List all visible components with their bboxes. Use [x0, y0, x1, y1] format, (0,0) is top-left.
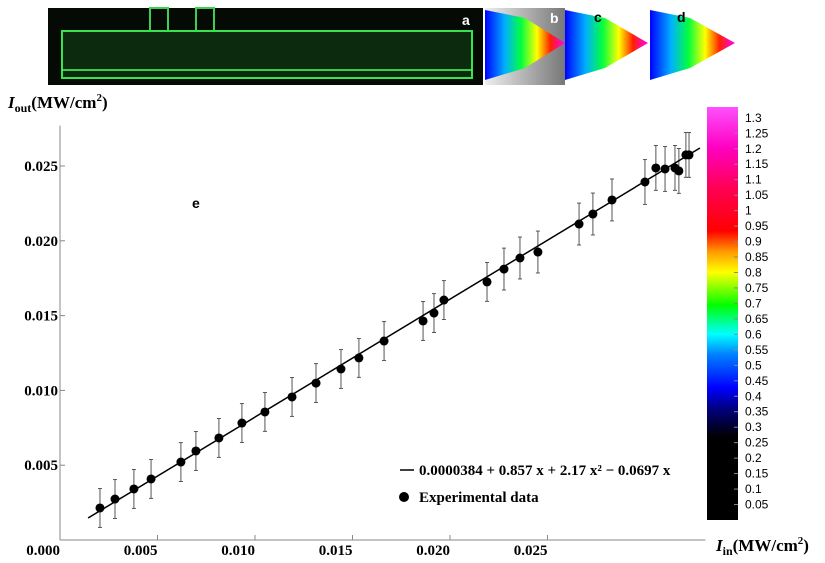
- colorbar-tick-label: 0.5: [745, 358, 762, 372]
- colorbar-tick-label: 0.8: [745, 266, 762, 280]
- colorbar-tick-label: 0.75: [745, 281, 769, 295]
- colorbar-tick-label: 1.05: [745, 188, 769, 202]
- colorbar-tick-label: 0.65: [745, 312, 769, 326]
- colorbar-tick-label: 1.15: [745, 157, 769, 171]
- data-point: [418, 316, 428, 326]
- x-tick-label: 0.005: [124, 543, 158, 559]
- label-part: I: [7, 93, 16, 112]
- fit-line: [87, 147, 701, 519]
- image-c: [565, 10, 648, 80]
- label-part: (MW/cm: [733, 536, 798, 555]
- colorbar-tick-label: 0.15: [745, 467, 769, 481]
- colorbar: [707, 107, 738, 520]
- y-tick-label: 0.025: [24, 159, 58, 175]
- data-point: [191, 446, 201, 456]
- image-a: [48, 7, 483, 85]
- data-point: [499, 264, 509, 274]
- colorbar-tick-label: 1.2: [745, 142, 762, 156]
- panel-label: c: [594, 9, 602, 25]
- panel-label: a: [462, 12, 470, 28]
- data-point: [237, 418, 247, 428]
- legend-label: 0.0000384 + 0.857 x + 2.17 x² − 0.0697 x: [419, 463, 671, 479]
- label-part: ): [803, 536, 809, 555]
- colorbar-tick-label: 1.3: [745, 111, 762, 125]
- label-part: 2: [96, 92, 102, 104]
- colorbar-tick-label: 0.2: [745, 451, 762, 465]
- y-axis-label: Iout(MW/cm2): [7, 92, 108, 115]
- colorbar-tick-label: 0.3: [745, 420, 762, 434]
- colorbar-tick-label: 1.25: [745, 126, 769, 140]
- colorbar-tick-label: 0.25: [745, 436, 769, 450]
- y-tick-label: 0.005: [24, 458, 58, 474]
- image-b: [485, 8, 565, 85]
- colorbar-tick-label: 0.7: [745, 296, 762, 310]
- legend-label: Experimental data: [419, 490, 539, 506]
- data-point: [379, 336, 389, 346]
- x-tick-label: 0.020: [416, 543, 450, 559]
- colorbar-tick-label: 1: [745, 204, 752, 218]
- x-tick-label: 0.025: [514, 543, 548, 559]
- panel-label: d: [677, 9, 686, 25]
- data-point: [287, 392, 297, 402]
- label-part: ): [102, 93, 108, 112]
- colorbar-tick-label: 0.35: [745, 405, 769, 419]
- colorbar-tick-label: 0.05: [745, 498, 769, 512]
- data-point: [651, 163, 661, 173]
- label-part: I: [715, 536, 724, 555]
- x-tick-label: 0.000: [26, 543, 60, 559]
- colorbar-tick-label: 0.45: [745, 374, 769, 388]
- x-axis-label: Iin(MW/cm2): [715, 535, 809, 558]
- label-part: out: [15, 101, 32, 115]
- y-tick-label: 0.010: [24, 383, 58, 399]
- data-point: [533, 247, 543, 257]
- colorbar-tick-label: 1.1: [745, 173, 762, 187]
- colorbar-tick-label: 0.95: [745, 219, 769, 233]
- legend-marker: [399, 492, 409, 502]
- data-point: [482, 277, 492, 287]
- panel-label: e: [192, 195, 200, 211]
- x-tick-label: 0.015: [319, 543, 353, 559]
- data-point: [674, 166, 684, 176]
- label-part: in: [723, 544, 733, 558]
- label-part: 2: [798, 535, 804, 547]
- data-point: [110, 494, 120, 504]
- panel-label: b: [550, 10, 559, 26]
- label-part: (MW/cm: [31, 93, 96, 112]
- y-tick-label: 0.020: [24, 234, 58, 250]
- image-d: [650, 10, 735, 80]
- colorbar-tick-label: 0.1: [745, 482, 762, 496]
- y-tick-label: 0.015: [24, 309, 58, 325]
- x-tick-label: 0.010: [221, 543, 255, 559]
- colorbar-tick-label: 0.85: [745, 250, 769, 264]
- colorbar-tick-label: 0.4: [745, 389, 762, 403]
- colorbar-tick-label: 0.6: [745, 327, 762, 341]
- colorbar-tick-label: 0.55: [745, 343, 769, 357]
- colorbar-tick-label: 0.9: [745, 235, 762, 249]
